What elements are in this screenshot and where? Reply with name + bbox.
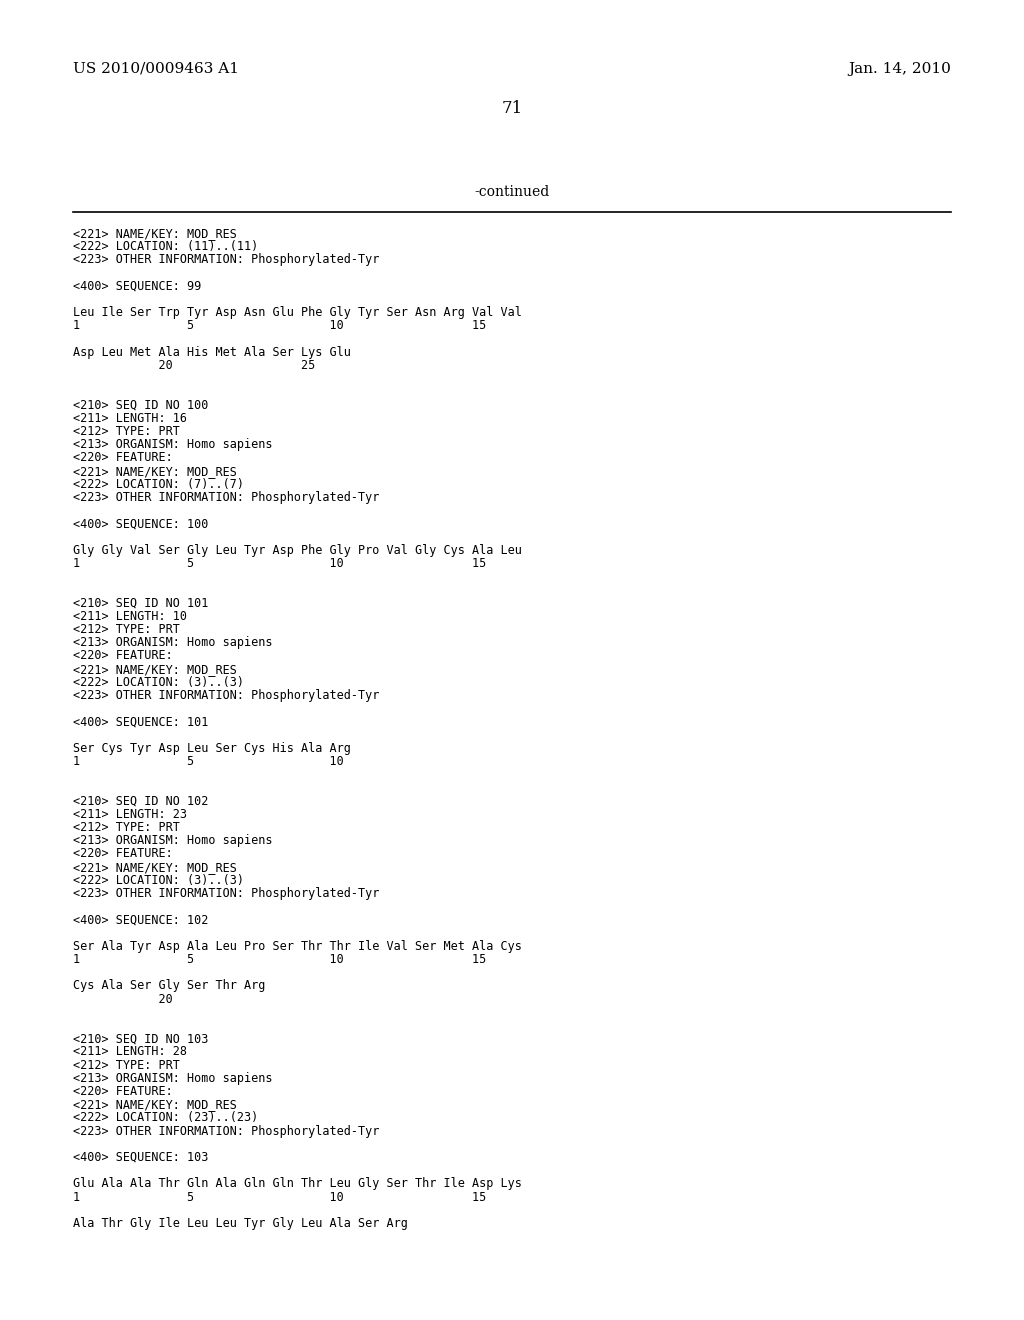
Text: <211> LENGTH: 10: <211> LENGTH: 10 (73, 610, 187, 623)
Text: Gly Gly Val Ser Gly Leu Tyr Asp Phe Gly Pro Val Gly Cys Ala Leu: Gly Gly Val Ser Gly Leu Tyr Asp Phe Gly … (73, 544, 522, 557)
Text: <213> ORGANISM: Homo sapiens: <213> ORGANISM: Homo sapiens (73, 438, 272, 451)
Text: US 2010/0009463 A1: US 2010/0009463 A1 (73, 62, 239, 77)
Text: Ser Ala Tyr Asp Ala Leu Pro Ser Thr Thr Ile Val Ser Met Ala Cys: Ser Ala Tyr Asp Ala Leu Pro Ser Thr Thr … (73, 940, 522, 953)
Text: <210> SEQ ID NO 103: <210> SEQ ID NO 103 (73, 1032, 208, 1045)
Text: <222> LOCATION: (23)..(23): <222> LOCATION: (23)..(23) (73, 1111, 258, 1125)
Text: Asp Leu Met Ala His Met Ala Ser Lys Glu: Asp Leu Met Ala His Met Ala Ser Lys Glu (73, 346, 351, 359)
Text: <211> LENGTH: 28: <211> LENGTH: 28 (73, 1045, 187, 1059)
Text: <222> LOCATION: (3)..(3): <222> LOCATION: (3)..(3) (73, 874, 244, 887)
Text: <213> ORGANISM: Homo sapiens: <213> ORGANISM: Homo sapiens (73, 1072, 272, 1085)
Text: 71: 71 (502, 100, 522, 117)
Text: <222> LOCATION: (11)..(11): <222> LOCATION: (11)..(11) (73, 240, 258, 253)
Text: <212> TYPE: PRT: <212> TYPE: PRT (73, 623, 180, 636)
Text: <400> SEQUENCE: 100: <400> SEQUENCE: 100 (73, 517, 208, 531)
Text: <220> FEATURE:: <220> FEATURE: (73, 649, 173, 663)
Text: <223> OTHER INFORMATION: Phosphorylated-Tyr: <223> OTHER INFORMATION: Phosphorylated-… (73, 887, 379, 900)
Text: <210> SEQ ID NO 102: <210> SEQ ID NO 102 (73, 795, 208, 808)
Text: <223> OTHER INFORMATION: Phosphorylated-Tyr: <223> OTHER INFORMATION: Phosphorylated-… (73, 689, 379, 702)
Text: Leu Ile Ser Trp Tyr Asp Asn Glu Phe Gly Tyr Ser Asn Arg Val Val: Leu Ile Ser Trp Tyr Asp Asn Glu Phe Gly … (73, 306, 522, 319)
Text: <213> ORGANISM: Homo sapiens: <213> ORGANISM: Homo sapiens (73, 834, 272, 847)
Text: <221> NAME/KEY: MOD_RES: <221> NAME/KEY: MOD_RES (73, 227, 237, 240)
Text: Cys Ala Ser Gly Ser Thr Arg: Cys Ala Ser Gly Ser Thr Arg (73, 979, 265, 993)
Text: <222> LOCATION: (7)..(7): <222> LOCATION: (7)..(7) (73, 478, 244, 491)
Text: -continued: -continued (474, 185, 550, 199)
Text: 1               5                   10                  15: 1 5 10 15 (73, 319, 486, 333)
Text: <223> OTHER INFORMATION: Phosphorylated-Tyr: <223> OTHER INFORMATION: Phosphorylated-… (73, 1125, 379, 1138)
Text: 1               5                   10                  15: 1 5 10 15 (73, 1191, 486, 1204)
Text: <210> SEQ ID NO 100: <210> SEQ ID NO 100 (73, 399, 208, 412)
Text: <212> TYPE: PRT: <212> TYPE: PRT (73, 425, 180, 438)
Text: 20                  25: 20 25 (73, 359, 315, 372)
Text: <221> NAME/KEY: MOD_RES: <221> NAME/KEY: MOD_RES (73, 663, 237, 676)
Text: 1               5                   10                  15: 1 5 10 15 (73, 557, 486, 570)
Text: <400> SEQUENCE: 103: <400> SEQUENCE: 103 (73, 1151, 208, 1164)
Text: <220> FEATURE:: <220> FEATURE: (73, 847, 173, 861)
Text: <221> NAME/KEY: MOD_RES: <221> NAME/KEY: MOD_RES (73, 861, 237, 874)
Text: Jan. 14, 2010: Jan. 14, 2010 (848, 62, 951, 77)
Text: <212> TYPE: PRT: <212> TYPE: PRT (73, 1059, 180, 1072)
Text: <210> SEQ ID NO 101: <210> SEQ ID NO 101 (73, 597, 208, 610)
Text: <220> FEATURE:: <220> FEATURE: (73, 451, 173, 465)
Text: Ser Cys Tyr Asp Leu Ser Cys His Ala Arg: Ser Cys Tyr Asp Leu Ser Cys His Ala Arg (73, 742, 351, 755)
Text: <220> FEATURE:: <220> FEATURE: (73, 1085, 173, 1098)
Text: <222> LOCATION: (3)..(3): <222> LOCATION: (3)..(3) (73, 676, 244, 689)
Text: <223> OTHER INFORMATION: Phosphorylated-Tyr: <223> OTHER INFORMATION: Phosphorylated-… (73, 491, 379, 504)
Text: <400> SEQUENCE: 101: <400> SEQUENCE: 101 (73, 715, 208, 729)
Text: 1               5                   10                  15: 1 5 10 15 (73, 953, 486, 966)
Text: 1               5                   10: 1 5 10 (73, 755, 344, 768)
Text: 20: 20 (73, 993, 173, 1006)
Text: <212> TYPE: PRT: <212> TYPE: PRT (73, 821, 180, 834)
Text: <400> SEQUENCE: 102: <400> SEQUENCE: 102 (73, 913, 208, 927)
Text: <211> LENGTH: 16: <211> LENGTH: 16 (73, 412, 187, 425)
Text: Ala Thr Gly Ile Leu Leu Tyr Gly Leu Ala Ser Arg: Ala Thr Gly Ile Leu Leu Tyr Gly Leu Ala … (73, 1217, 408, 1230)
Text: <400> SEQUENCE: 99: <400> SEQUENCE: 99 (73, 280, 202, 293)
Text: <211> LENGTH: 23: <211> LENGTH: 23 (73, 808, 187, 821)
Text: <221> NAME/KEY: MOD_RES: <221> NAME/KEY: MOD_RES (73, 1098, 237, 1111)
Text: <213> ORGANISM: Homo sapiens: <213> ORGANISM: Homo sapiens (73, 636, 272, 649)
Text: Glu Ala Ala Thr Gln Ala Gln Gln Thr Leu Gly Ser Thr Ile Asp Lys: Glu Ala Ala Thr Gln Ala Gln Gln Thr Leu … (73, 1177, 522, 1191)
Text: <221> NAME/KEY: MOD_RES: <221> NAME/KEY: MOD_RES (73, 465, 237, 478)
Text: <223> OTHER INFORMATION: Phosphorylated-Tyr: <223> OTHER INFORMATION: Phosphorylated-… (73, 253, 379, 267)
